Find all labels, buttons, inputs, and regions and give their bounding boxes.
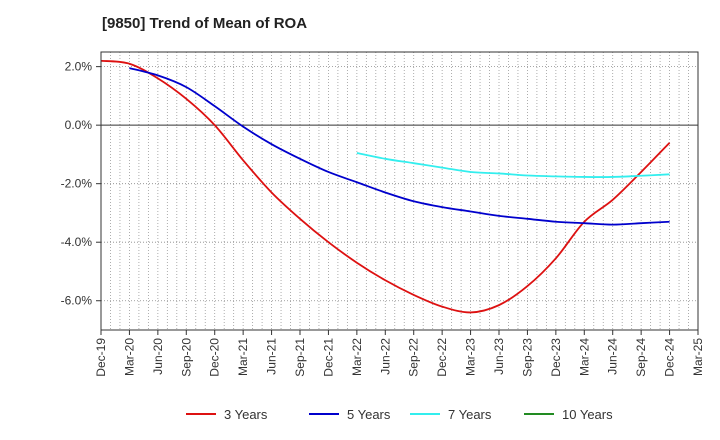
legend-label-5-years: 5 Years: [347, 407, 391, 422]
series-lines: [100, 59, 671, 314]
x-tick-label: Mar-24: [577, 338, 591, 376]
legend: 3 Years 5 Years 7 Years 10 Years: [186, 407, 613, 422]
x-tick-label: Dec-19: [94, 338, 108, 377]
legend-label-10-years: 10 Years: [562, 407, 613, 422]
x-tick-label: Dec-21: [321, 338, 335, 377]
x-tick-label: Dec-22: [435, 338, 449, 377]
x-axis: Dec-19 Mar-20 Jun-20 Sep-20 Dec-20 Mar-21 Jun-…: [94, 330, 705, 377]
y-tick-label: 2.0%: [65, 60, 93, 74]
x-tick-label: Sep-23: [520, 338, 534, 377]
x-tick-label: Jun-20: [151, 338, 165, 375]
plot-frame: [100, 51, 699, 331]
y-axis: 2.0% 0.0% -2.0% -4.0% -6.0%: [61, 60, 101, 308]
legend-label-7-years: 7 Years: [448, 407, 492, 422]
series-line-7-years: [356, 152, 670, 178]
series-line-5-years: [129, 67, 670, 226]
x-tick-label: Mar-22: [350, 338, 364, 376]
x-tick-label: Mar-20: [122, 338, 136, 376]
x-tick-label: Mar-23: [464, 338, 478, 376]
y-tick-label: -2.0%: [61, 177, 93, 191]
x-tick-label: Jun-23: [492, 338, 506, 375]
x-tick-label: Mar-25: [691, 338, 705, 376]
x-tick-label: Jun-24: [606, 338, 620, 375]
x-tick-label: Mar-21: [236, 338, 250, 376]
x-tick-label: Sep-21: [293, 338, 307, 377]
series-line-3-years: [100, 59, 671, 314]
y-tick-label: -6.0%: [61, 294, 93, 308]
x-tick-label: Sep-22: [407, 338, 421, 377]
y-tick-label: 0.0%: [65, 118, 93, 132]
x-tick-label: Sep-24: [634, 338, 648, 377]
x-tick-label: Jun-21: [265, 338, 279, 375]
legend-label-3-years: 3 Years: [224, 407, 268, 422]
x-tick-label: Sep-20: [179, 338, 193, 377]
chart-title: [9850] Trend of Mean of ROA: [102, 15, 308, 32]
y-tick-label: -4.0%: [61, 235, 93, 249]
x-tick-label: Jun-22: [378, 338, 392, 375]
x-tick-label: Dec-20: [208, 338, 222, 377]
x-tick-label: Dec-24: [663, 338, 677, 377]
x-tick-label: Dec-23: [549, 338, 563, 377]
